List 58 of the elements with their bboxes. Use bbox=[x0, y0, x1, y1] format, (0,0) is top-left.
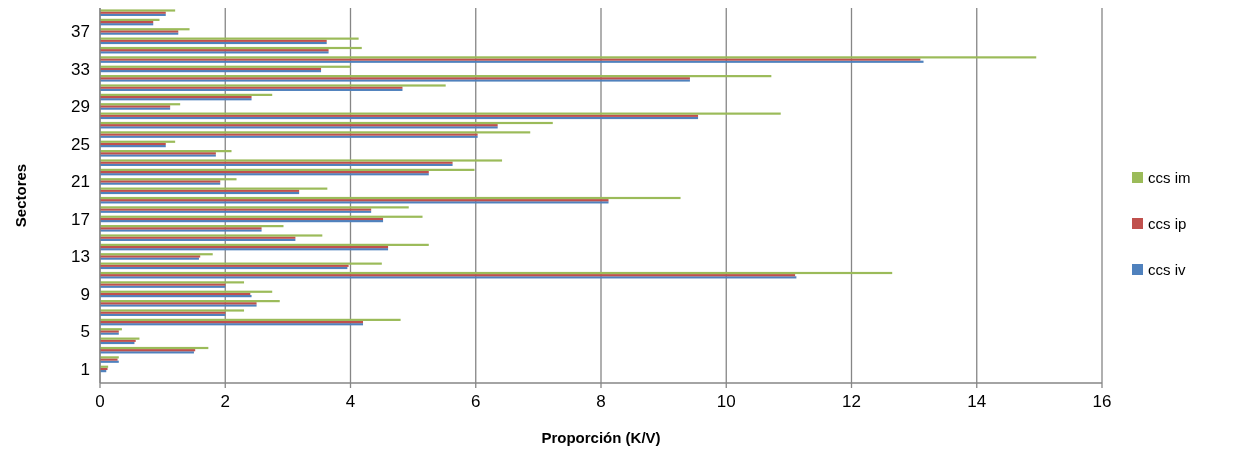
bar bbox=[100, 206, 409, 209]
bar bbox=[100, 103, 181, 106]
bar bbox=[100, 159, 503, 162]
bar bbox=[100, 84, 446, 87]
bar bbox=[100, 281, 245, 284]
bar bbox=[100, 121, 553, 125]
y-tick-label: 33 bbox=[71, 59, 90, 79]
bar bbox=[100, 271, 893, 275]
x-tick-label: 8 bbox=[596, 392, 606, 411]
y-tick-label: 13 bbox=[71, 247, 90, 267]
bar bbox=[100, 65, 351, 68]
y-axis-title: Sectores bbox=[12, 163, 29, 228]
bar bbox=[100, 234, 323, 237]
x-tick-label: 16 bbox=[1092, 392, 1112, 411]
bar bbox=[100, 56, 1037, 59]
bar bbox=[100, 178, 237, 181]
bar bbox=[100, 346, 209, 350]
bar bbox=[100, 300, 280, 303]
x-tick-label: 14 bbox=[967, 392, 987, 411]
bar bbox=[100, 253, 213, 256]
legend-label: ccs ip bbox=[1148, 215, 1187, 233]
bar bbox=[100, 75, 772, 78]
legend-label: ccs im bbox=[1148, 169, 1191, 187]
x-tick-label: 0 bbox=[95, 392, 105, 411]
bar bbox=[100, 262, 382, 265]
bar bbox=[100, 9, 176, 12]
y-tick-label: 25 bbox=[71, 134, 90, 154]
x-axis-title: Proporción (K/V) bbox=[541, 429, 661, 446]
bar bbox=[100, 131, 531, 134]
bar bbox=[100, 196, 681, 200]
bar bbox=[100, 140, 176, 143]
bar bbox=[100, 37, 359, 40]
bar bbox=[100, 290, 273, 293]
bar bbox=[100, 215, 423, 218]
y-tick-label: 17 bbox=[71, 209, 90, 229]
x-tick-label: 2 bbox=[220, 392, 230, 411]
x-tick-label: 6 bbox=[471, 392, 481, 411]
y-tick-label: 1 bbox=[80, 359, 90, 379]
bar bbox=[100, 150, 232, 153]
y-tick-label: 9 bbox=[80, 284, 90, 304]
y-tick-label: 37 bbox=[71, 22, 90, 42]
bar bbox=[100, 187, 328, 190]
bar bbox=[100, 309, 245, 312]
bar bbox=[100, 93, 273, 96]
y-tick-label: 29 bbox=[71, 97, 90, 117]
x-tick-label: 12 bbox=[842, 392, 861, 411]
y-tick-label: 21 bbox=[71, 172, 90, 192]
bar bbox=[100, 225, 284, 228]
bar bbox=[100, 112, 781, 115]
bar bbox=[100, 28, 190, 31]
x-tick-label: 4 bbox=[345, 392, 356, 411]
bar bbox=[100, 46, 362, 50]
x-tick-label: 10 bbox=[716, 392, 736, 411]
bar bbox=[100, 168, 475, 171]
y-tick-label: 5 bbox=[80, 322, 90, 342]
bar bbox=[100, 318, 401, 321]
bar bbox=[100, 243, 429, 246]
legend-label: ccs iv bbox=[1148, 261, 1186, 279]
